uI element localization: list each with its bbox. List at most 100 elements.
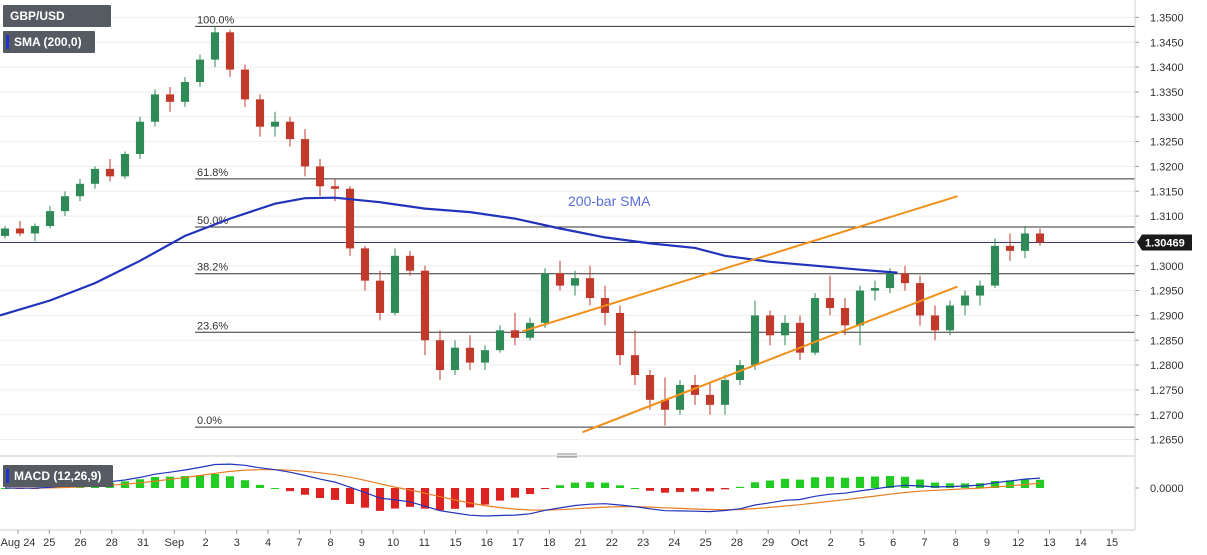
candle-body xyxy=(420,270,430,341)
macd-histogram-bar xyxy=(630,487,640,489)
candlestick-series xyxy=(0,26,1045,426)
candle-body xyxy=(75,183,85,197)
macd-histogram-bar xyxy=(345,488,355,504)
candle-body xyxy=(210,32,220,60)
macd-histogram-bar xyxy=(270,487,280,489)
time-tick-label: 28 xyxy=(106,537,118,549)
candle-body xyxy=(435,340,445,371)
macd-histogram-bar xyxy=(420,488,430,509)
time-tick-label: 11 xyxy=(419,537,430,549)
price-tick-label: 1.3000 xyxy=(1150,261,1184,273)
macd-histogram-bar xyxy=(735,486,745,488)
price-tick-label: 1.2800 xyxy=(1150,360,1184,372)
time-tick-label: Sep xyxy=(164,537,184,549)
macd-histogram-bar xyxy=(645,488,655,491)
candle-body xyxy=(645,375,655,400)
time-tick-label: 25 xyxy=(700,537,712,549)
time-tick-label: 3 xyxy=(234,537,240,549)
candle-body xyxy=(300,139,310,167)
candle-body xyxy=(975,285,985,296)
price-tick-label: 1.3400 xyxy=(1150,62,1184,74)
macd-tick-label: 0.0000 xyxy=(1150,483,1184,495)
time-tick-label: 31 xyxy=(137,537,149,549)
macd-histogram-bar xyxy=(690,488,700,492)
macd-histogram-bar xyxy=(195,475,205,488)
macd-histogram-bar xyxy=(615,485,625,488)
macd-histogram-bar xyxy=(570,482,580,488)
macd-histogram-bar xyxy=(780,478,790,488)
macd-histogram-bar xyxy=(240,480,250,488)
macd-histogram-bar xyxy=(1020,479,1030,488)
macd-legend-label: MACD (12,26,9) xyxy=(14,469,101,483)
time-tick-label: Aug 24 xyxy=(1,537,36,549)
candle-body xyxy=(690,384,700,395)
candle-body xyxy=(465,347,475,363)
channel-upper xyxy=(522,195,958,333)
candle-body xyxy=(270,121,280,127)
candle-body xyxy=(900,273,910,284)
macd-panel: 0.0000 xyxy=(0,463,1184,517)
time-tick-label: 24 xyxy=(668,537,680,549)
candle-body xyxy=(540,273,550,323)
macd-histogram-bar xyxy=(675,488,685,492)
candle-body xyxy=(555,273,565,286)
macd-histogram-bar xyxy=(255,484,265,488)
macd-histogram-bar xyxy=(600,482,610,488)
grid-lines xyxy=(0,16,1135,441)
macd-histogram-bar xyxy=(390,488,400,509)
current-price-tag: 1.30469 xyxy=(1137,234,1192,251)
macd-histogram-bar xyxy=(450,488,460,509)
fibonacci-levels: 100.0% 61.8% 50.0% 38.2% 23.6% 0.0% xyxy=(0,14,1135,428)
price-tick-label: 1.3250 xyxy=(1150,137,1184,149)
candle-body xyxy=(675,384,685,410)
candle-body xyxy=(960,295,970,306)
price-tick-label: 1.2900 xyxy=(1150,310,1184,322)
time-tick-label: 12 xyxy=(1012,537,1024,549)
candle-body xyxy=(405,255,415,271)
candle-body xyxy=(45,211,55,227)
macd-histogram-bar xyxy=(225,476,235,488)
candle-body xyxy=(630,355,640,376)
macd-histogram-bar xyxy=(765,480,775,488)
time-tick-label: 8 xyxy=(328,537,334,549)
macd-histogram-bar xyxy=(525,488,535,495)
macd-histogram-bar xyxy=(720,488,730,490)
candle-body xyxy=(870,288,880,291)
sma-legend-label: SMA (200,0) xyxy=(14,35,82,49)
macd-legend-badge[interactable]: MACD (12,26,9) xyxy=(3,465,113,487)
candle-body xyxy=(30,226,40,234)
candle-body xyxy=(150,94,160,122)
sma-annotation: 200-bar SMA xyxy=(568,193,651,209)
time-tick-label: 26 xyxy=(74,537,86,549)
macd-histogram-bar xyxy=(930,482,940,488)
macd-histogram-bar xyxy=(1035,479,1045,488)
time-tick-label: 2 xyxy=(202,537,208,549)
price-axis: 1.3500 1.3450 1.3400 1.3350 1.3300 1.3250 1.32… xyxy=(1135,12,1184,447)
time-tick-label: 13 xyxy=(1043,537,1055,549)
current-price-label: 1.30469 xyxy=(1145,237,1185,249)
candle-body xyxy=(480,350,490,363)
sma-200-path xyxy=(0,196,898,317)
sma-200-line xyxy=(0,196,898,317)
candle-body xyxy=(135,121,145,154)
candle-body xyxy=(615,312,625,356)
price-tick-label: 1.2750 xyxy=(1150,385,1184,397)
time-tick-label: 5 xyxy=(859,537,865,549)
candle-body xyxy=(165,94,175,102)
price-tick-label: 1.3150 xyxy=(1150,186,1184,198)
panel-resize-handle[interactable] xyxy=(557,453,577,458)
time-tick-label: 21 xyxy=(575,537,587,549)
time-tick-label: 25 xyxy=(43,537,55,549)
candle-body xyxy=(450,347,460,371)
candle-body xyxy=(810,298,820,353)
sma-legend-badge[interactable]: SMA (200,0) xyxy=(3,31,95,53)
time-tick-label: 7 xyxy=(296,537,302,549)
macd-histogram-bar xyxy=(435,488,445,511)
time-tick-label: 18 xyxy=(543,537,555,549)
trend-channel xyxy=(522,195,958,434)
symbol-badge[interactable]: GBP/USD xyxy=(3,5,111,27)
candle-body xyxy=(660,399,670,410)
time-tick-label: 7 xyxy=(921,537,927,549)
candle-body xyxy=(855,290,865,326)
